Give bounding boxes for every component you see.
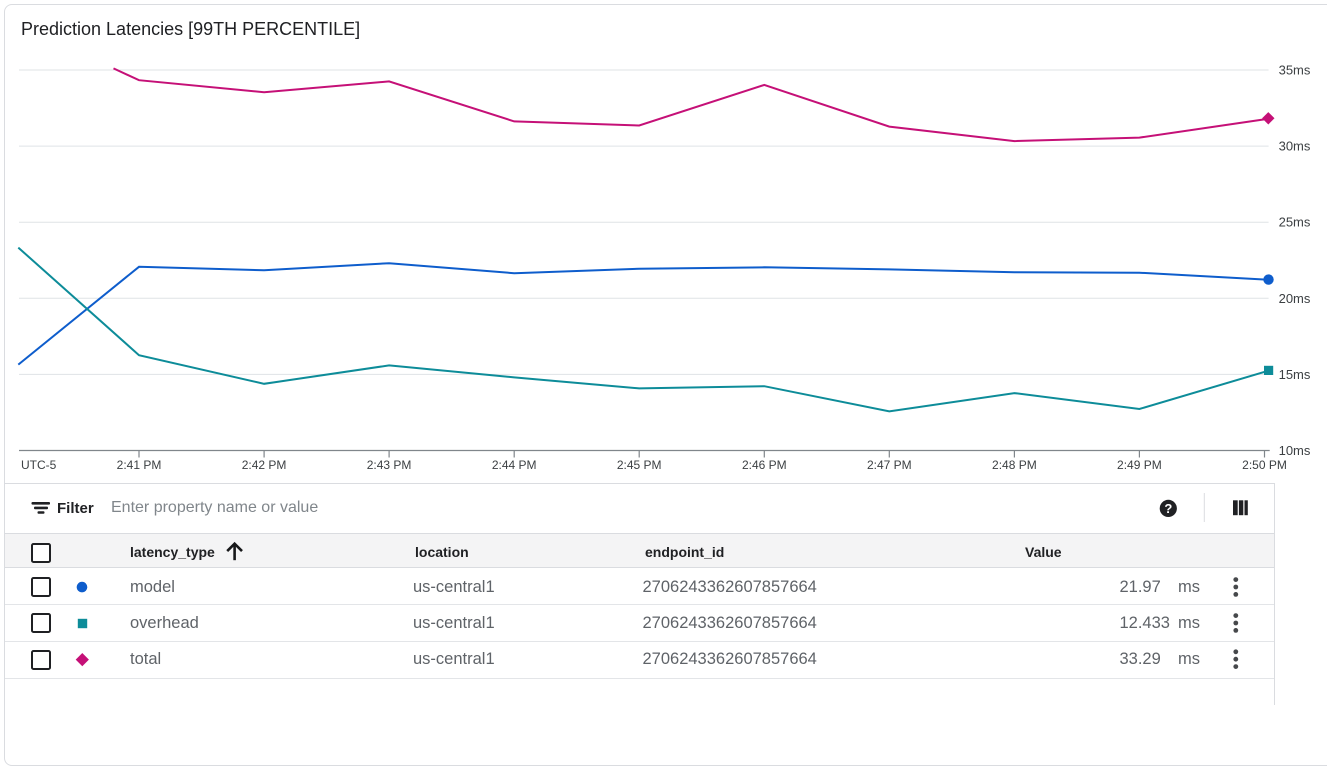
svg-text:2:42 PM: 2:42 PM bbox=[242, 458, 287, 472]
svg-text:2:50 PM: 2:50 PM bbox=[1242, 458, 1287, 472]
svg-text:15ms: 15ms bbox=[1279, 367, 1311, 382]
svg-text:UTC-5: UTC-5 bbox=[21, 458, 57, 472]
svg-text:20ms: 20ms bbox=[1279, 291, 1311, 306]
svg-text:25ms: 25ms bbox=[1279, 215, 1311, 230]
svg-text:2:44 PM: 2:44 PM bbox=[492, 458, 537, 472]
svg-text:30ms: 30ms bbox=[1279, 139, 1311, 154]
svg-text:2:43 PM: 2:43 PM bbox=[367, 458, 412, 472]
svg-text:2:41 PM: 2:41 PM bbox=[117, 458, 162, 472]
svg-text:2:45 PM: 2:45 PM bbox=[617, 458, 662, 472]
svg-text:2:48 PM: 2:48 PM bbox=[992, 458, 1037, 472]
svg-text:2:49 PM: 2:49 PM bbox=[1117, 458, 1162, 472]
svg-text:10ms: 10ms bbox=[1279, 443, 1311, 458]
svg-text:35ms: 35ms bbox=[1279, 63, 1311, 78]
svg-text:?: ? bbox=[1164, 501, 1172, 516]
svg-text:2:47 PM: 2:47 PM bbox=[867, 458, 912, 472]
svg-text:2:46 PM: 2:46 PM bbox=[742, 458, 787, 472]
